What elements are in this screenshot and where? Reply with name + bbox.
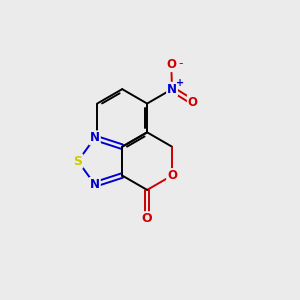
Text: N: N (90, 178, 100, 191)
Text: -: - (179, 57, 183, 70)
Text: S: S (74, 154, 82, 168)
Text: N: N (90, 131, 100, 144)
Text: O: O (167, 169, 177, 182)
Text: O: O (142, 212, 152, 225)
Text: O: O (166, 58, 176, 71)
Text: +: + (176, 78, 184, 88)
Text: O: O (188, 96, 198, 109)
Text: N: N (167, 82, 177, 96)
